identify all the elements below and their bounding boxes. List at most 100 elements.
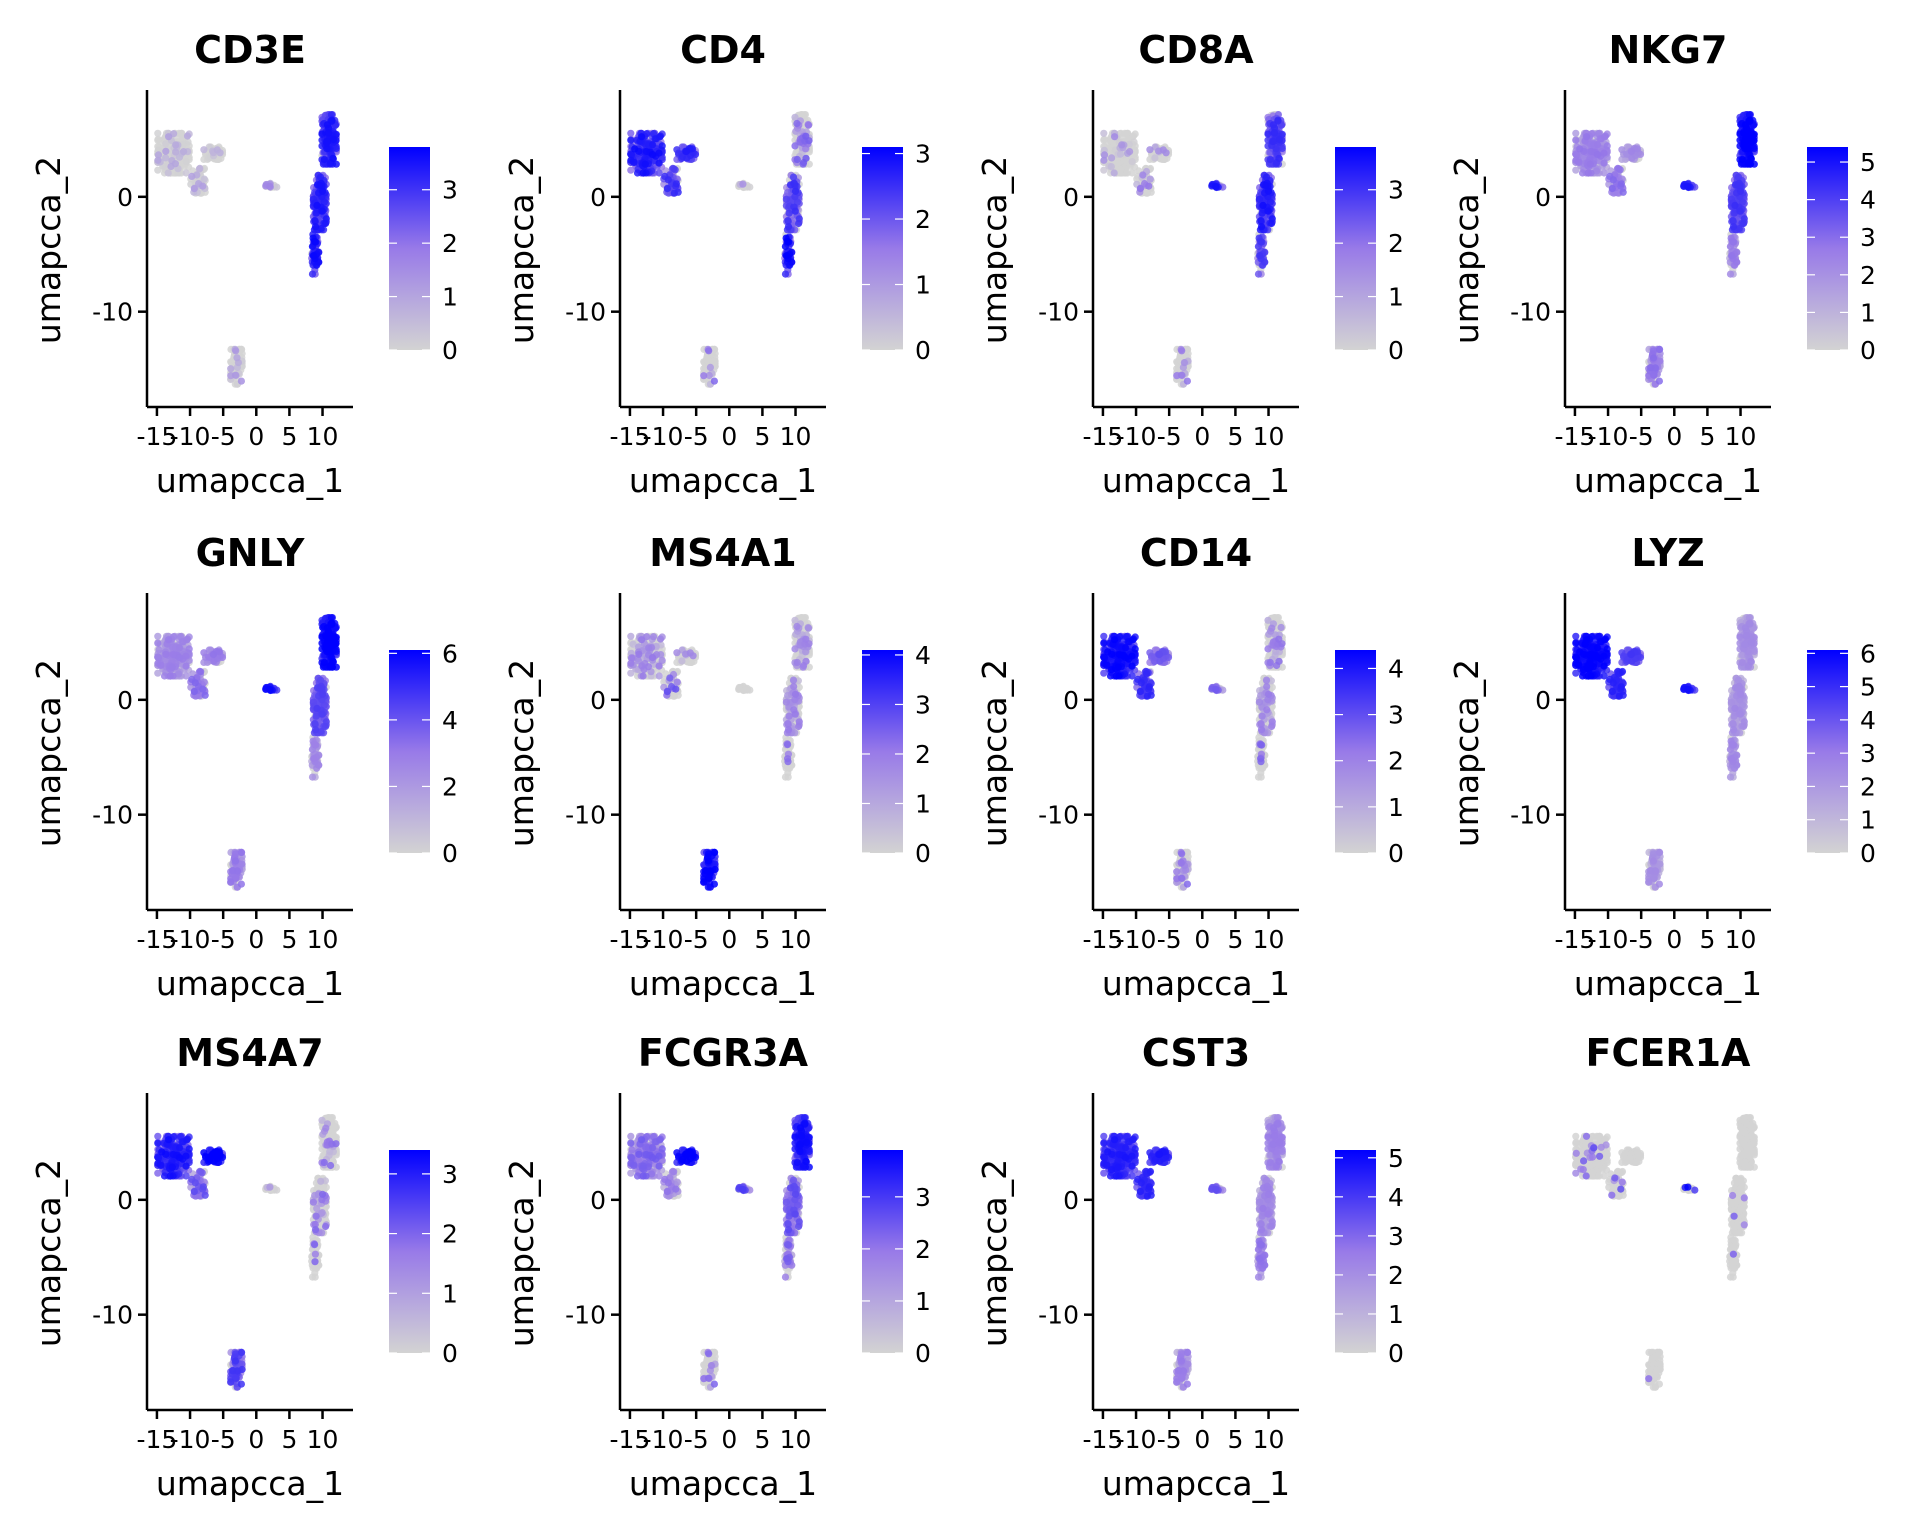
colorbar-tick-label: 6 — [442, 639, 458, 668]
cell-point — [663, 185, 671, 193]
cell-point — [789, 173, 798, 181]
cell-point — [1110, 169, 1118, 177]
cell-point — [1114, 159, 1122, 167]
cell-point — [324, 640, 332, 648]
colorbar-tick-label: 3 — [915, 140, 931, 169]
cell-point — [169, 650, 177, 659]
cell-point — [1684, 182, 1692, 190]
cell-point — [793, 155, 801, 164]
cell-point — [322, 215, 330, 223]
cell-point — [1738, 155, 1746, 164]
x-tick-label: -10 — [1116, 422, 1157, 451]
colorbar-tick-label: 1 — [1860, 298, 1876, 327]
cell-point — [197, 668, 205, 676]
panel-cd4: CD4-15-10 -5 0 5 100-10umapcca_1umapcca_2012… — [502, 28, 931, 500]
points-layer — [154, 111, 340, 388]
cell-point — [1627, 147, 1635, 156]
cell-point — [739, 180, 747, 188]
panel-gnly: GNLY-15-10 -5 0 5 100-10umapcca_1umapcca_202… — [29, 531, 458, 1003]
cell-point — [184, 138, 192, 146]
cell-point — [1146, 175, 1154, 183]
cell-point — [1726, 270, 1735, 278]
cell-point — [308, 773, 317, 781]
cell-point — [318, 710, 326, 718]
colorbar-gradient — [1335, 147, 1376, 350]
cell-point — [1146, 146, 1154, 154]
points-layer — [1100, 111, 1286, 388]
colorbar-tick-label: 4 — [442, 706, 458, 735]
cell-point — [1736, 130, 1744, 138]
cell-point — [154, 632, 162, 640]
x-tick-label: 10 — [1253, 422, 1285, 451]
cell-point — [165, 133, 173, 141]
y-axis-label: umapcca_2 — [1447, 156, 1486, 344]
cell-point — [328, 619, 336, 627]
cell-point — [648, 151, 657, 159]
colorbar-tick-label: 1 — [442, 283, 458, 312]
cell-point — [164, 169, 172, 177]
panel-title: CD4 — [680, 28, 766, 72]
cell-point — [1600, 159, 1608, 167]
cell-point — [1264, 187, 1273, 195]
cell-point — [1742, 137, 1750, 145]
cell-point — [178, 135, 186, 143]
x-tick-label: 5 — [281, 925, 297, 954]
cell-point — [183, 636, 191, 644]
colorbar-tick-label: 0 — [442, 336, 458, 365]
x-axis-label: umapcca_1 — [156, 461, 344, 500]
x-tick-label: 10 — [307, 925, 339, 954]
cell-point — [165, 636, 173, 644]
cell-point — [1575, 158, 1583, 166]
cell-point — [191, 679, 199, 687]
cell-point — [313, 704, 321, 712]
cell-point — [329, 154, 337, 162]
x-tick-label: 5 — [281, 422, 297, 451]
y-tick-label: 0 — [590, 183, 606, 212]
cell-point — [154, 639, 162, 647]
y-axis-label: umapcca_2 — [29, 659, 68, 847]
cell-point — [185, 645, 193, 653]
cell-point — [658, 142, 666, 150]
cell-point — [1262, 173, 1271, 181]
colorbar-tick-label: 3 — [1388, 176, 1404, 205]
cell-point — [1128, 158, 1136, 166]
panel-cd8a: CD8A-15-10 -5 0 5 100-10umapcca_1umapcca_201… — [975, 28, 1404, 500]
cell-point — [781, 270, 790, 278]
cell-point — [318, 130, 326, 138]
y-tick-label: 0 — [1535, 183, 1551, 212]
cell-point — [1118, 141, 1126, 149]
x-axis-label: umapcca_1 — [629, 461, 817, 500]
cell-point — [311, 719, 319, 728]
cell-point — [154, 135, 162, 143]
cell-point — [332, 160, 340, 168]
cell-point — [266, 685, 274, 693]
cell-point — [273, 183, 281, 191]
cell-point — [227, 365, 235, 373]
cell-point — [325, 627, 333, 635]
cell-point — [1740, 215, 1748, 223]
colorbar-tick-label: 1 — [1388, 283, 1404, 312]
cell-point — [316, 181, 324, 190]
cell-point — [196, 164, 204, 172]
cell-point — [627, 136, 635, 144]
x-tick-label: -5 — [1629, 422, 1654, 451]
cell-point — [1656, 345, 1664, 353]
x-tick-label: -5 — [211, 925, 236, 954]
cell-point — [180, 148, 188, 156]
cell-point — [323, 145, 331, 153]
y-tick-label: -10 — [1510, 298, 1551, 327]
colorbar-tick-label: 4 — [1860, 186, 1876, 215]
cell-point — [166, 672, 174, 680]
y-axis-label: umapcca_2 — [502, 156, 541, 344]
colorbar-tick-label: 5 — [1860, 148, 1876, 177]
cell-point — [784, 216, 792, 225]
cell-point — [190, 185, 198, 193]
cell-point — [638, 133, 646, 141]
colorbar-tick-label: 2 — [1860, 261, 1876, 290]
cell-point — [641, 160, 649, 168]
points-layer — [627, 111, 813, 388]
